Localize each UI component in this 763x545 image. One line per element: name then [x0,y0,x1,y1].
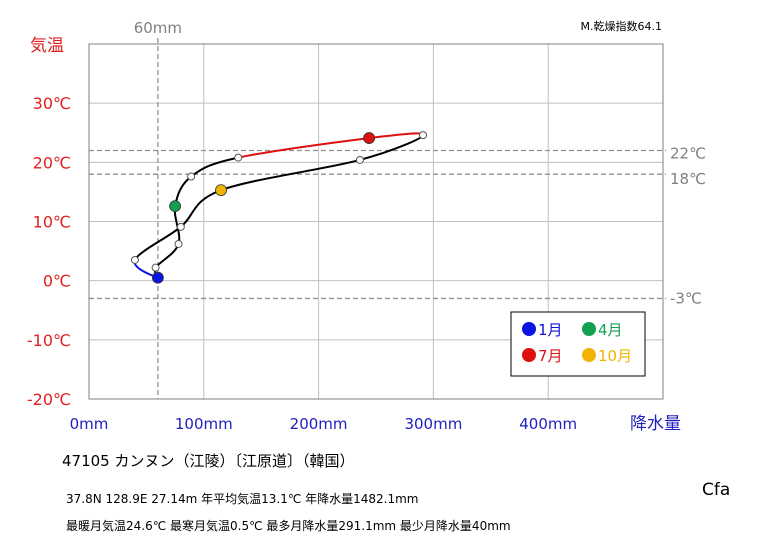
legend-box [510,311,646,377]
legend-marker [582,322,596,336]
curve-segment [190,156,239,178]
x-tick-label: 300mm [404,415,462,433]
reference-label-precipitation: 60mm [134,19,182,37]
month-point [151,263,160,272]
legend-label: 4月 [598,321,623,339]
month-point-highlight [169,200,182,213]
curve-segment [180,189,222,228]
curve-segment [238,137,370,159]
legend-marker [522,348,536,362]
curve-segment [368,132,425,140]
x-tick-label: 0mm [70,415,109,433]
y-tick-label: -20℃ [27,390,71,409]
y-tick-label: 30℃ [33,94,71,113]
month-point [355,155,364,164]
y-tick-label: 0℃ [43,272,71,291]
axis-labels: 30℃ 20℃ 10℃ 0℃ -10℃ -20℃ 0mm 100mm 200mm 300mm 400… [27,94,577,433]
dryness-index: M.乾燥指数64.1 [581,19,662,33]
plot-frame [88,43,664,400]
month-point [234,153,243,162]
reference-label-temperature: -3℃ [670,289,702,307]
month-point-highlight [363,132,376,144]
legend-label: 1月 [538,321,563,339]
station-extremes-summary: 最暖月気温24.6℃ 最寒月気温0.5℃ 最多月降水量291.1mm 最少月降水… [66,519,511,533]
legend-label: 7月 [538,347,563,365]
legend-marker [582,348,596,362]
month-point [174,239,183,248]
y-tick-label: 20℃ [33,153,71,172]
y-tick-label: 10℃ [33,213,71,232]
reference-label-temperature: 22℃ [670,145,706,163]
month-point-highlight [215,184,227,197]
station-title: 47105 カンヌン（江陵）〔江原道〕（韓国） [62,452,355,470]
station-location-summary: 37.8N 128.9E 27.14m 年平均気温13.1℃ 年降水量1482.… [66,492,419,506]
month-point [187,172,196,181]
curve-segment [154,243,180,269]
x-tick-label: 400mm [519,415,577,433]
month-point-highlight [151,271,164,284]
legend: 1月 4月 7月 10月 [510,311,646,377]
koppen-class: Cfa [702,480,731,500]
x-axis-title: 降水量 [630,414,681,434]
y-axis-title: 気温 [30,36,64,56]
x-tick-label: 100mm [175,415,233,433]
legend-label: 10月 [598,347,632,365]
month-point [176,222,185,231]
curve-segment [220,159,361,192]
month-point [130,255,139,264]
reference-label-temperature: 18℃ [670,170,706,188]
month-point [419,131,428,140]
y-tick-label: -10℃ [27,331,71,350]
month-points [130,131,428,284]
x-tick-label: 200mm [290,415,348,433]
legend-marker [522,322,536,336]
reference-lines: 22℃ 18℃ -3℃ 60mm [89,19,706,399]
